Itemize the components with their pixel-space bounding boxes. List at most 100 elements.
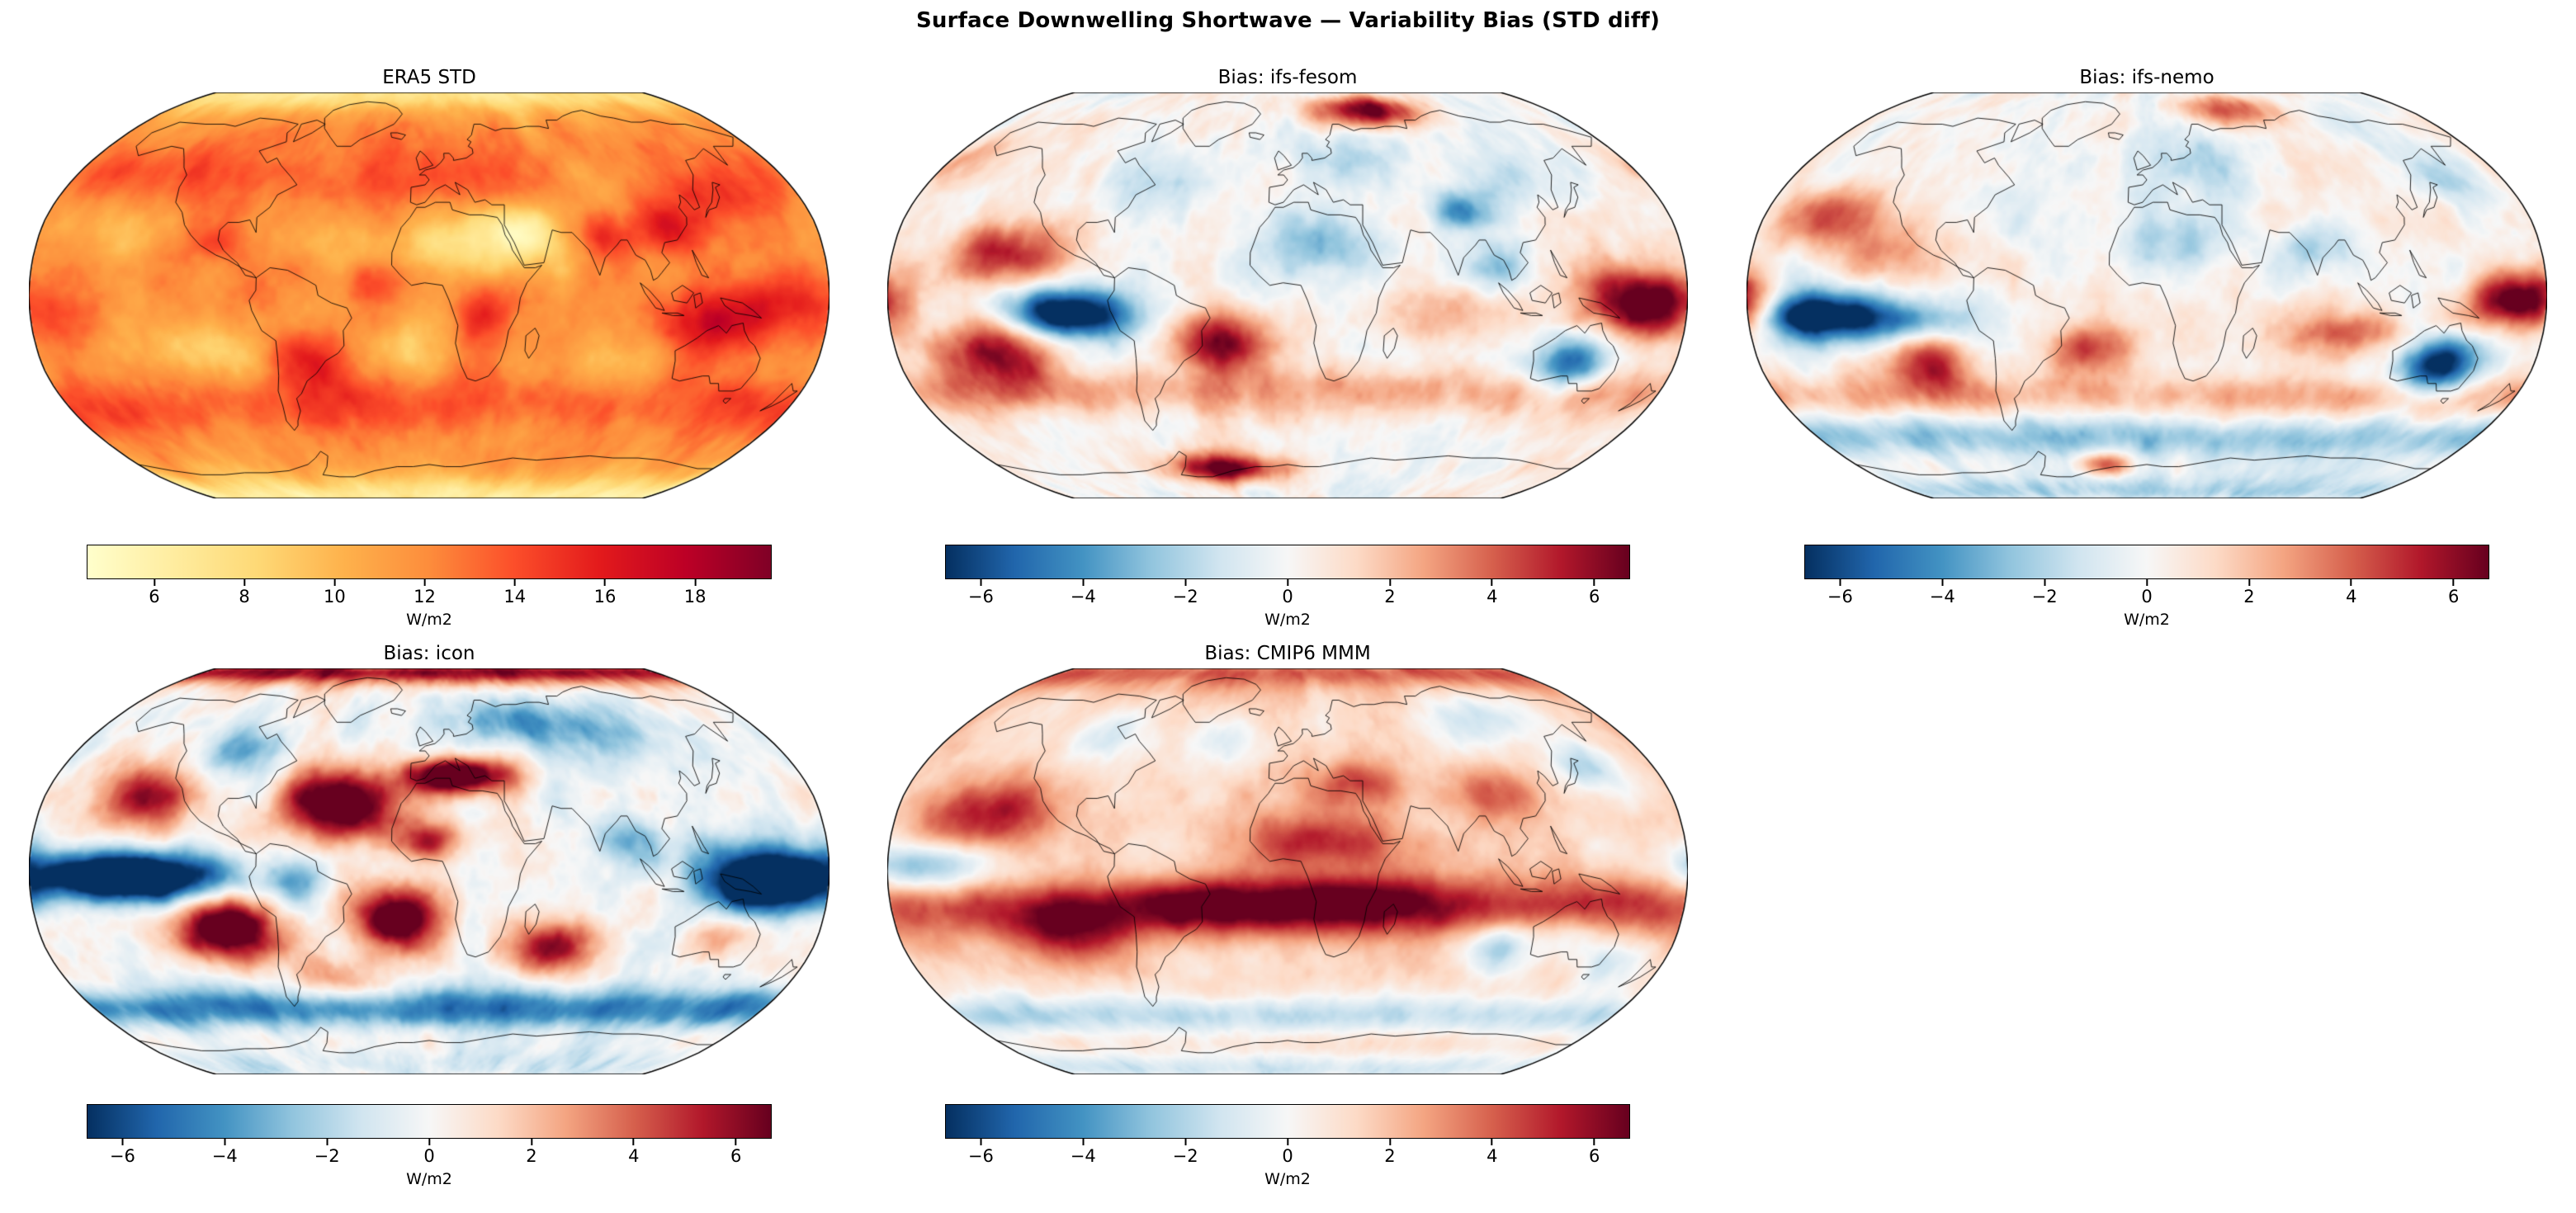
colorbar-gradient xyxy=(87,1105,771,1138)
colorbar-tick: 6 xyxy=(730,1139,741,1166)
colorbar-tick: 12 xyxy=(414,579,436,606)
tick-mark xyxy=(2350,579,2352,586)
tick-label: 12 xyxy=(414,587,436,606)
panel-bias-cmip6-mmm: Bias: CMIP6 MMM −6 −4 −2 0 2 4 6 W/m2 xyxy=(858,640,1717,1188)
colorbar-ticks: −6 −4 −2 0 2 4 6 xyxy=(945,1139,1630,1168)
tick-mark xyxy=(1941,579,1944,586)
colorbar-tick: 6 xyxy=(149,579,160,606)
map-canvas xyxy=(29,668,830,1074)
colorbar-tick: −2 xyxy=(1173,1139,1198,1166)
colorbar-tick: 0 xyxy=(1282,579,1293,606)
colorbar-tick: −2 xyxy=(314,1139,340,1166)
colorbar-ticks: −6 −4 −2 0 2 4 6 xyxy=(945,579,1630,609)
tick-label: 6 xyxy=(1588,587,1600,606)
tick-mark xyxy=(326,1139,328,1145)
tick-label: −2 xyxy=(1172,1146,1198,1166)
tick-mark xyxy=(423,579,426,586)
colorbar-tick: −4 xyxy=(1071,579,1096,606)
tick-label: 4 xyxy=(628,1146,640,1166)
colorbar-tick: −4 xyxy=(212,1139,238,1166)
tick-label: −6 xyxy=(109,1146,135,1166)
colorbar-tick: −6 xyxy=(968,1139,994,1166)
tick-mark xyxy=(1082,1139,1085,1145)
tick-label: −4 xyxy=(1070,587,1096,606)
colorbar-tick: 0 xyxy=(1282,1139,1293,1166)
colorbar-ticks: 6 8 10 12 14 16 18 xyxy=(87,579,772,609)
tick-mark xyxy=(735,1139,737,1145)
colorbar-tick: −6 xyxy=(110,1139,135,1166)
colorbar-tick: −2 xyxy=(1173,579,1198,606)
tick-label: −6 xyxy=(1827,587,1853,606)
tick-label: 2 xyxy=(526,1146,537,1166)
tick-mark xyxy=(121,1139,124,1145)
colorbar-tick: −6 xyxy=(1827,579,1853,606)
tick-mark xyxy=(694,579,697,586)
tick-label: −2 xyxy=(2031,587,2058,606)
colorbar-tick: −2 xyxy=(2032,579,2058,606)
tick-label: 6 xyxy=(1588,1146,1600,1166)
figure-suptitle: Surface Downwelling Shortwave — Variabil… xyxy=(915,8,1661,33)
tick-label: −2 xyxy=(1172,587,1198,606)
colorbar-frame xyxy=(87,545,772,579)
colorbar-gradient xyxy=(87,545,771,578)
tick-label: −6 xyxy=(967,1146,994,1166)
colorbar-frame xyxy=(1804,545,2489,579)
tick-mark xyxy=(2044,579,2046,586)
tick-label: 6 xyxy=(730,1146,742,1166)
colorbar-tick: 4 xyxy=(1487,579,1497,606)
panel-title: Bias: icon xyxy=(383,643,475,664)
tick-label: −6 xyxy=(967,587,994,606)
tick-label: 6 xyxy=(149,587,160,606)
colorbar: −6 −4 −2 0 2 4 6 W/m2 xyxy=(1804,545,2489,629)
tick-mark xyxy=(333,579,336,586)
colorbar-unit-label: W/m2 xyxy=(1264,611,1311,629)
tick-mark xyxy=(428,1139,430,1145)
tick-mark xyxy=(1184,579,1187,586)
colorbar-tick: 6 xyxy=(2448,579,2459,606)
tick-label: 8 xyxy=(239,587,250,606)
colorbar-tick: 0 xyxy=(2141,579,2153,606)
tick-mark xyxy=(603,579,606,586)
tick-label: −2 xyxy=(314,1146,340,1166)
tick-mark xyxy=(2146,579,2148,586)
panel-title: Bias: ifs-nemo xyxy=(2079,67,2214,88)
tick-label: 4 xyxy=(1487,587,1498,606)
tick-label: 4 xyxy=(1487,1146,1498,1166)
map-canvas xyxy=(29,92,830,498)
panel-title: Bias: CMIP6 MMM xyxy=(1204,643,1371,664)
panel-title: ERA5 STD xyxy=(382,67,476,88)
tick-mark xyxy=(530,1139,532,1145)
colorbar-tick: 2 xyxy=(2243,579,2255,606)
tick-label: −4 xyxy=(1070,1146,1096,1166)
tick-mark xyxy=(1287,1139,1288,1145)
tick-label: 0 xyxy=(423,1146,435,1166)
colorbar-gradient xyxy=(946,545,1629,578)
tick-mark xyxy=(2452,579,2455,586)
map-canvas xyxy=(887,668,1688,1074)
tick-label: 16 xyxy=(593,587,617,606)
panel-bias-icon: Bias: icon −6 −4 −2 0 2 4 6 W/m2 xyxy=(0,640,858,1188)
tick-label: 10 xyxy=(323,587,346,606)
colorbar-unit-label: W/m2 xyxy=(406,611,452,629)
colorbar-ticks: −6 −4 −2 0 2 4 6 xyxy=(1804,579,2489,609)
panel-era5-std: ERA5 STD 6 8 10 12 14 16 18 W/m2 xyxy=(0,64,858,629)
tick-mark xyxy=(1491,579,1493,586)
tick-label: 18 xyxy=(683,587,707,606)
colorbar-frame xyxy=(87,1104,772,1139)
tick-label: 2 xyxy=(1384,587,1396,606)
tick-mark xyxy=(1287,579,1288,586)
colorbar-tick: 8 xyxy=(239,579,250,606)
colorbar-tick: 2 xyxy=(526,1139,537,1166)
colorbar-tick: 10 xyxy=(324,579,346,606)
colorbar-tick: 16 xyxy=(593,579,617,606)
colorbar-unit-label: W/m2 xyxy=(406,1170,452,1188)
colorbar-tick: 0 xyxy=(423,1139,435,1166)
tick-mark xyxy=(980,1139,982,1145)
colorbar-gradient xyxy=(946,1105,1629,1138)
tick-label: 0 xyxy=(1282,587,1293,606)
colorbar-tick: 2 xyxy=(1384,1139,1396,1166)
panel-title: Bias: ifs-fesom xyxy=(1217,67,1358,88)
tick-mark xyxy=(1593,1139,1595,1145)
tick-mark xyxy=(243,579,246,586)
